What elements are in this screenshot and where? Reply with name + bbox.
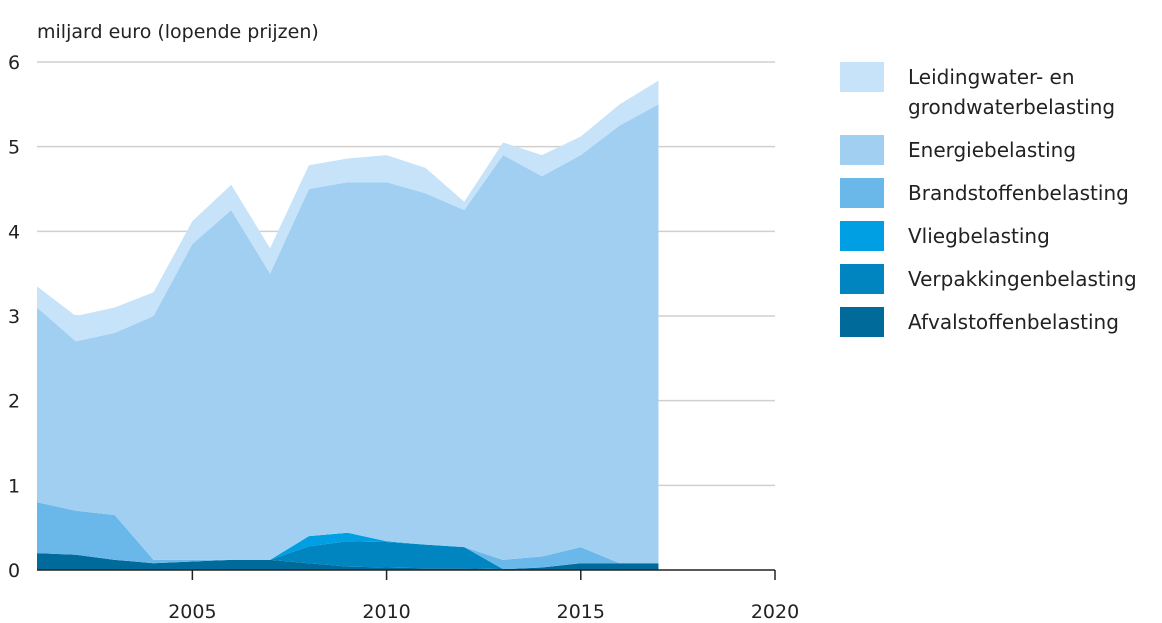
legend-label: Energiebelasting bbox=[908, 138, 1077, 162]
x-tick-label: 2015 bbox=[557, 601, 605, 623]
area bbox=[37, 80, 659, 342]
x-tick-label: 2020 bbox=[751, 601, 799, 623]
legend-label: Afvalstoffenbelasting bbox=[908, 310, 1119, 334]
legend-item: Brandstoffenbelasting bbox=[840, 178, 1160, 208]
legend-swatch bbox=[840, 178, 884, 208]
chart: miljard euro (lopende prijzen) 0 1 2 3 4 5 6 20… bbox=[8, 21, 799, 623]
area bbox=[37, 502, 659, 570]
legend-item: Vliegbelasting bbox=[840, 221, 1160, 251]
legend-swatch bbox=[840, 221, 884, 251]
legend-swatch bbox=[840, 264, 884, 294]
legend-label: Vliegbelasting bbox=[908, 224, 1050, 248]
legend-item: Afvalstoffenbelasting bbox=[840, 307, 1160, 337]
y-tick-label: 6 bbox=[8, 52, 20, 74]
x-tick-label: 2010 bbox=[362, 601, 410, 623]
legend: Leidingwater- en grondwaterbelasting Ener… bbox=[840, 62, 1160, 350]
legend-item: Leidingwater- en grondwaterbelasting bbox=[840, 62, 1160, 122]
y-tick-label: 5 bbox=[8, 137, 20, 159]
legend-swatch bbox=[840, 62, 884, 92]
y-tick-label: 2 bbox=[8, 391, 20, 413]
area bbox=[37, 541, 659, 570]
area bbox=[37, 553, 659, 570]
y-tick-label: 0 bbox=[8, 560, 20, 582]
legend-label: Verpakkingenbelasting bbox=[908, 267, 1137, 291]
legend-label: Leidingwater- en grondwaterbelasting bbox=[908, 65, 1116, 119]
y-axis-label: miljard euro (lopende prijzen) bbox=[37, 21, 319, 43]
y-tick-label: 3 bbox=[8, 306, 20, 328]
area bbox=[37, 532, 659, 570]
legend-label: Brandstoffenbelasting bbox=[908, 181, 1129, 205]
y-tick-label: 1 bbox=[8, 475, 20, 497]
legend-swatch bbox=[840, 307, 884, 337]
legend-swatch bbox=[840, 135, 884, 165]
y-tick-label: 4 bbox=[8, 221, 20, 243]
x-tick-label: 2005 bbox=[168, 601, 216, 623]
area bbox=[37, 104, 659, 564]
legend-item: Energiebelasting bbox=[840, 135, 1160, 165]
legend-item: Verpakkingenbelasting bbox=[840, 264, 1160, 294]
